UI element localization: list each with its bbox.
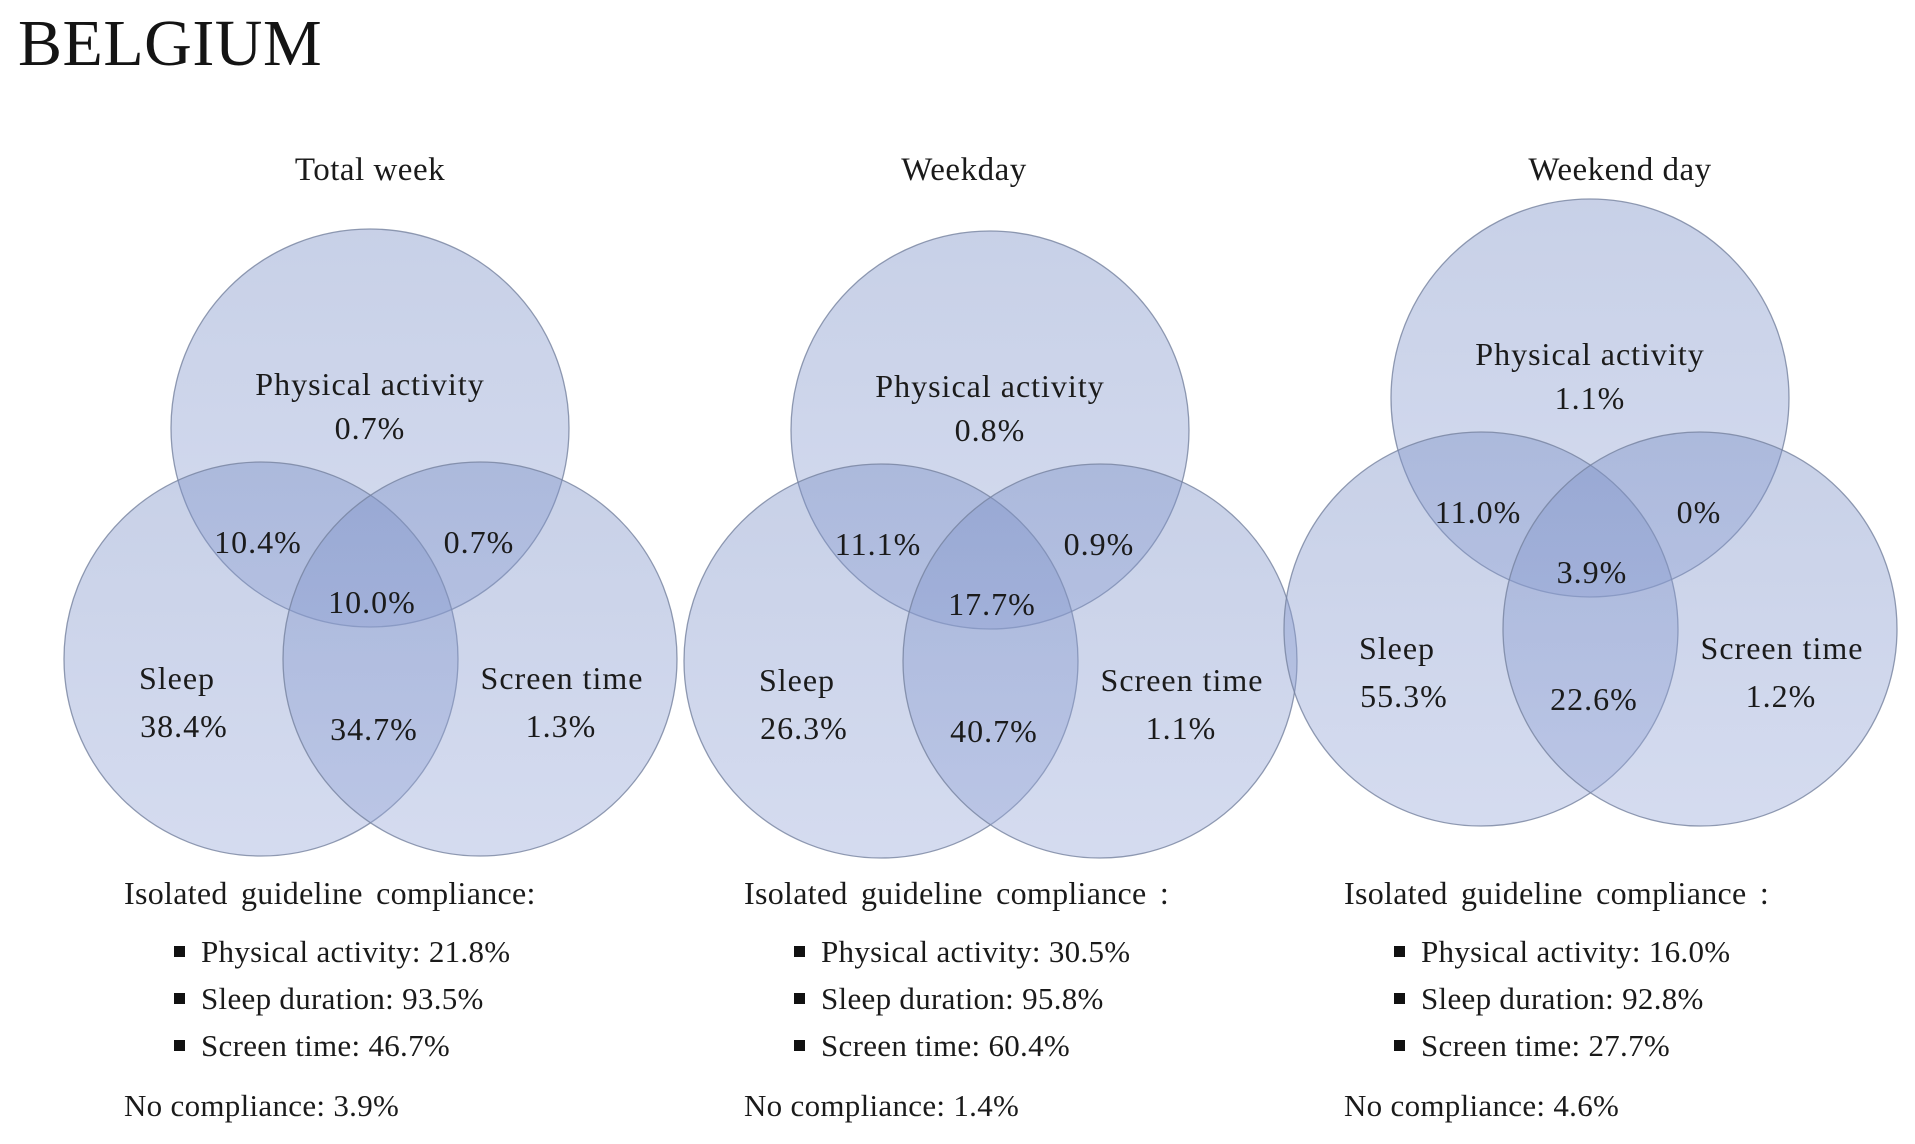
compliance-block: Isolated guideline compliance : Physical… (1344, 874, 1910, 1125)
bullet-square-icon (1394, 946, 1405, 957)
sleep-screen-overlap-value: 40.7% (950, 713, 1038, 749)
compliance-block: Isolated guideline compliance : Physical… (744, 874, 1310, 1125)
no-compliance-text: No compliance: 1.4% (744, 1088, 1020, 1123)
compliance-item: Physical activity: 30.5% (794, 928, 1310, 975)
pa-screen-overlap-value: 0% (1677, 494, 1722, 530)
venn-diagram: Physical activity 1.1% 11.0% 0% 3.9% Sle… (1283, 198, 1898, 827)
screen-time-value: 1.1% (1146, 710, 1217, 746)
page-title: BELGIUM (18, 7, 323, 80)
compliance-block: Isolated guideline compliance: Physical … (124, 874, 690, 1125)
venn-title: Total week (294, 152, 446, 188)
compliance-item-text: Sleep duration: 92.8% (1421, 981, 1704, 1016)
bullet-square-icon (1394, 1040, 1405, 1051)
pa-sleep-overlap-value: 10.4% (214, 524, 302, 560)
bullet-square-icon (794, 1040, 805, 1051)
venn-title: Weekend day (1528, 152, 1712, 188)
compliance-item-text: Physical activity: 30.5% (821, 934, 1131, 969)
diagram-weekday: Weekday Physical activity 0.8% 11.1% 0.9… (660, 0, 1320, 1144)
bullet-square-icon (174, 946, 185, 957)
physical-activity-value: 1.1% (1555, 380, 1626, 416)
pa-sleep-overlap-value: 11.0% (1435, 494, 1521, 530)
sleep-value: 38.4% (140, 708, 228, 744)
compliance-item-text: Physical activity: 16.0% (1421, 934, 1731, 969)
venn-diagram: Physical activity 0.7% 10.4% 0.7% 10.0% … (63, 228, 678, 857)
compliance-item: Screen time: 46.7% (174, 1022, 690, 1069)
sleep-value: 26.3% (760, 710, 848, 746)
all-three-overlap-value: 10.0% (328, 584, 416, 620)
screen-time-circle (282, 461, 678, 857)
no-compliance-text: No compliance: 3.9% (124, 1088, 400, 1123)
sleep-label: Sleep (1359, 630, 1435, 666)
no-compliance-text: No compliance: 4.6% (1344, 1088, 1620, 1123)
bullet-square-icon (174, 1040, 185, 1051)
physical-activity-value: 0.8% (955, 412, 1026, 448)
pa-sleep-overlap-value: 11.1% (835, 526, 921, 562)
compliance-list: Physical activity: 16.0% Sleep duration:… (1394, 928, 1910, 1069)
pa-screen-overlap-value: 0.7% (444, 524, 515, 560)
compliance-item: Screen time: 60.4% (794, 1022, 1310, 1069)
physical-activity-value: 0.7% (335, 410, 406, 446)
compliance-item-text: Screen time: 46.7% (201, 1028, 451, 1063)
physical-activity-label: Physical activity (875, 368, 1104, 404)
diagram-total-week: Total week Physical activity 0.7% 10.4% … (40, 0, 700, 1144)
screen-time-label: Screen time (1701, 630, 1864, 666)
bullet-square-icon (1394, 993, 1405, 1004)
compliance-item: Sleep duration: 92.8% (1394, 975, 1910, 1022)
diagram-weekend-day: Weekend day Physical activity 1.1% 11.0%… (1260, 0, 1915, 1144)
compliance-item-text: Screen time: 60.4% (821, 1028, 1071, 1063)
all-three-overlap-value: 3.9% (1557, 554, 1628, 590)
compliance-item-text: Sleep duration: 93.5% (201, 981, 484, 1016)
compliance-heading: Isolated guideline compliance: (124, 875, 536, 911)
screen-time-circle (902, 463, 1298, 859)
sleep-label: Sleep (139, 660, 215, 696)
sleep-screen-overlap-value: 34.7% (330, 711, 418, 747)
physical-activity-label: Physical activity (255, 366, 484, 402)
compliance-item-text: Sleep duration: 95.8% (821, 981, 1104, 1016)
compliance-item-text: Screen time: 27.7% (1421, 1028, 1671, 1063)
compliance-item-text: Physical activity: 21.8% (201, 934, 511, 969)
screen-time-label: Screen time (481, 660, 644, 696)
physical-activity-label: Physical activity (1475, 336, 1704, 372)
compliance-heading: Isolated guideline compliance : (1344, 875, 1770, 911)
all-three-overlap-value: 17.7% (948, 586, 1036, 622)
compliance-heading: Isolated guideline compliance : (744, 875, 1170, 911)
venn-diagram: Physical activity 0.8% 11.1% 0.9% 17.7% … (683, 230, 1298, 859)
sleep-screen-overlap-value: 22.6% (1550, 681, 1638, 717)
venn-title: Weekday (901, 152, 1027, 188)
bullet-square-icon (794, 993, 805, 1004)
bullet-square-icon (174, 993, 185, 1004)
screen-time-label: Screen time (1101, 662, 1264, 698)
bullet-square-icon (794, 946, 805, 957)
compliance-list: Physical activity: 21.8% Sleep duration:… (174, 928, 690, 1069)
screen-time-value: 1.2% (1746, 678, 1817, 714)
screen-time-circle (1502, 431, 1898, 827)
sleep-value: 55.3% (1360, 678, 1448, 714)
compliance-item: Physical activity: 16.0% (1394, 928, 1910, 975)
pa-screen-overlap-value: 0.9% (1064, 526, 1135, 562)
compliance-item: Sleep duration: 93.5% (174, 975, 690, 1022)
screen-time-value: 1.3% (526, 708, 597, 744)
sleep-label: Sleep (759, 662, 835, 698)
compliance-item: Sleep duration: 95.8% (794, 975, 1310, 1022)
compliance-item: Physical activity: 21.8% (174, 928, 690, 975)
compliance-item: Screen time: 27.7% (1394, 1022, 1910, 1069)
compliance-list: Physical activity: 30.5% Sleep duration:… (794, 928, 1310, 1069)
